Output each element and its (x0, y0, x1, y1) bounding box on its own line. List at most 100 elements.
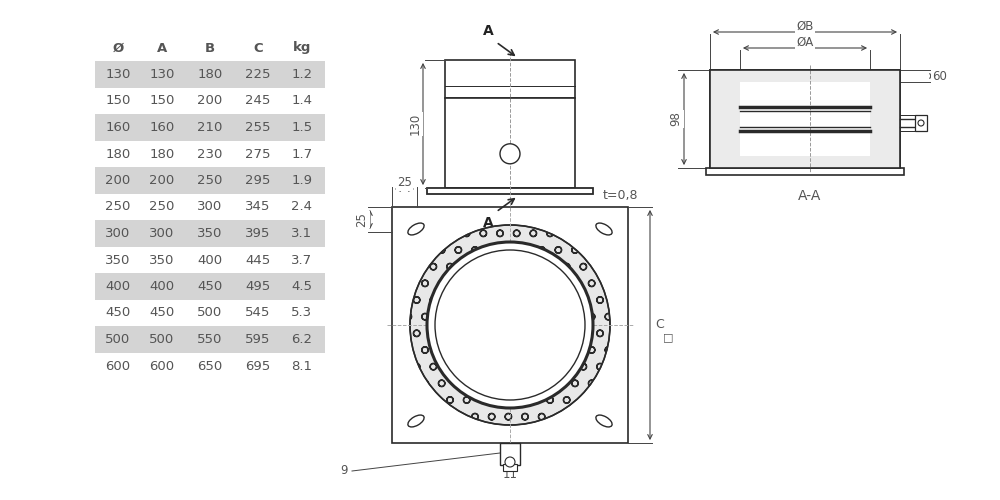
Bar (710, 156, 900, 168)
Text: 695: 695 (245, 360, 271, 372)
Text: 495: 495 (245, 280, 271, 293)
Text: 450: 450 (197, 280, 223, 293)
Text: 255: 255 (245, 121, 271, 134)
Text: 545: 545 (245, 306, 271, 320)
Ellipse shape (596, 415, 612, 427)
Text: 250: 250 (197, 174, 223, 187)
Text: B: B (205, 42, 215, 54)
Text: 25: 25 (356, 212, 368, 227)
Text: 130: 130 (105, 68, 131, 81)
Text: 225: 225 (245, 68, 271, 81)
Text: 400: 400 (149, 280, 175, 293)
Text: 250: 250 (149, 200, 175, 213)
Text: 350: 350 (105, 254, 131, 266)
Text: 180: 180 (197, 68, 223, 81)
Circle shape (435, 250, 585, 400)
Bar (500, 443, 520, 465)
Circle shape (505, 457, 515, 467)
Text: 11: 11 (503, 468, 518, 481)
Text: 130: 130 (149, 68, 175, 81)
Text: 300: 300 (149, 227, 175, 240)
Text: □: □ (663, 332, 674, 342)
Text: 1.2: 1.2 (291, 68, 313, 81)
Text: 200: 200 (149, 174, 175, 187)
Bar (710, 70, 900, 168)
Text: 600: 600 (105, 360, 131, 372)
Text: 300: 300 (105, 227, 131, 240)
Text: 345: 345 (245, 200, 271, 213)
Bar (95, 61, 325, 88)
Circle shape (427, 242, 593, 408)
Text: 160: 160 (149, 121, 175, 134)
Bar (915, 115, 927, 131)
Bar (95, 326, 325, 353)
Text: 445: 445 (245, 254, 271, 266)
Text: 4.5: 4.5 (292, 280, 312, 293)
Text: 650: 650 (197, 360, 223, 372)
Text: 450: 450 (105, 306, 131, 320)
Bar (740, 82, 870, 156)
Ellipse shape (408, 415, 424, 427)
Text: 295: 295 (245, 174, 271, 187)
Bar (95, 220, 325, 246)
Text: 3.7: 3.7 (291, 254, 313, 266)
Text: 300: 300 (197, 200, 223, 213)
Text: 180: 180 (105, 148, 131, 160)
Bar (710, 82, 740, 156)
Bar (710, 70, 900, 168)
Text: 275: 275 (245, 148, 271, 160)
Text: 130: 130 (409, 113, 422, 135)
Text: 98: 98 (670, 112, 682, 126)
Text: 1.7: 1.7 (291, 148, 313, 160)
Text: A: A (483, 24, 493, 38)
Text: 500: 500 (197, 306, 223, 320)
Text: 600: 600 (149, 360, 175, 372)
Bar (445, 60, 575, 98)
Text: 25: 25 (397, 176, 412, 190)
Text: 60: 60 (933, 70, 947, 82)
Bar (95, 114, 325, 141)
Text: 250: 250 (105, 200, 131, 213)
Text: 150: 150 (149, 94, 175, 108)
Circle shape (918, 120, 924, 126)
Text: 200: 200 (105, 174, 131, 187)
Bar (740, 111, 870, 127)
Text: 5.3: 5.3 (291, 306, 313, 320)
Text: 1.5: 1.5 (291, 121, 313, 134)
Text: ØB: ØB (796, 20, 814, 32)
Text: 245: 245 (245, 94, 271, 108)
Circle shape (500, 144, 520, 164)
Text: 350: 350 (197, 227, 223, 240)
Text: 400: 400 (105, 280, 131, 293)
Text: 160: 160 (105, 121, 131, 134)
Text: 1.4: 1.4 (292, 94, 312, 108)
Text: 450: 450 (149, 306, 175, 320)
Bar (95, 273, 325, 299)
Text: A-A: A-A (798, 189, 822, 203)
Bar (445, 98, 575, 188)
Text: 350: 350 (149, 254, 175, 266)
Text: 395: 395 (245, 227, 271, 240)
Text: 500: 500 (149, 333, 175, 346)
Text: t=0,8: t=0,8 (602, 190, 638, 202)
Text: 400: 400 (197, 254, 223, 266)
Bar (870, 82, 900, 156)
Text: 500: 500 (105, 333, 131, 346)
Text: 210: 210 (197, 121, 223, 134)
Bar (503, 464, 517, 471)
Bar (427, 188, 593, 194)
Bar (392, 207, 628, 443)
Text: 3.1: 3.1 (291, 227, 313, 240)
Text: C: C (656, 318, 664, 332)
Text: 1.9: 1.9 (292, 174, 312, 187)
Wedge shape (410, 225, 610, 425)
Text: 6.2: 6.2 (292, 333, 312, 346)
Text: C: C (253, 42, 263, 54)
Bar (706, 168, 904, 175)
Text: 550: 550 (197, 333, 223, 346)
Ellipse shape (596, 223, 612, 235)
Text: 2.4: 2.4 (292, 200, 312, 213)
Text: 150: 150 (105, 94, 131, 108)
Text: Ø: Ø (112, 42, 124, 54)
Text: 200: 200 (197, 94, 223, 108)
